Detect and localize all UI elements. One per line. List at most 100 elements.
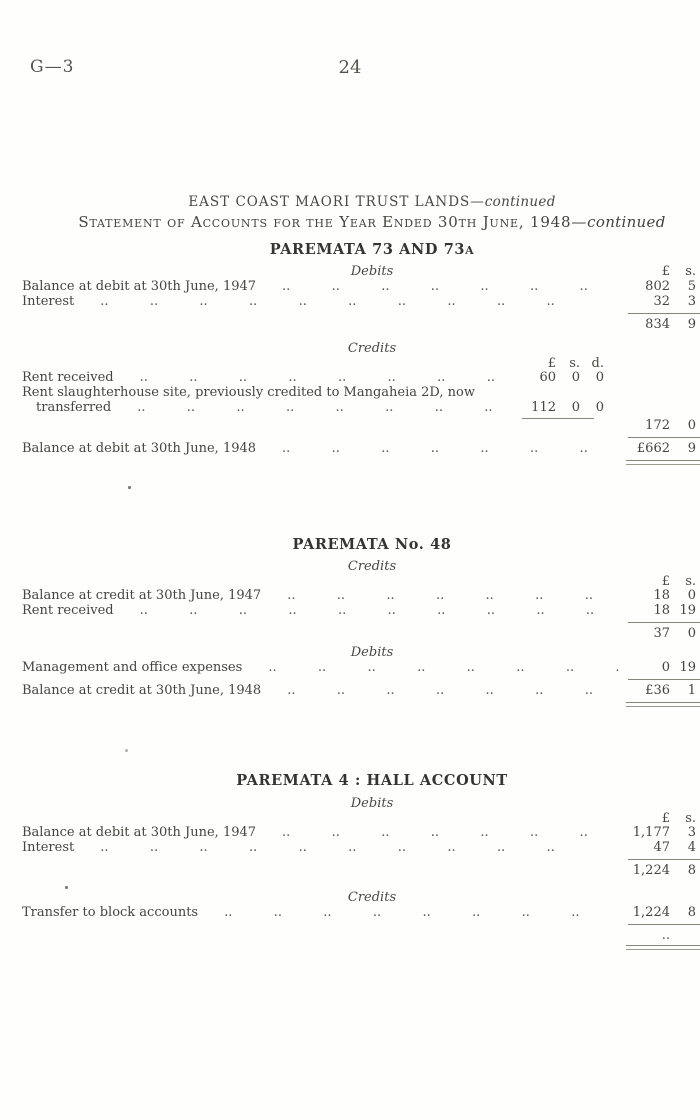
amount-pence: 0 (696, 863, 700, 878)
balance-rule (628, 437, 700, 438)
dot-leaders (114, 603, 618, 618)
amount-shillings: 5 (687, 279, 696, 294)
amount-shillings: 0 (687, 418, 696, 433)
row-label: Rent received (22, 603, 114, 618)
amount-shillings: 8 (687, 905, 696, 920)
balance-rule (628, 924, 700, 925)
total-rule (628, 859, 700, 860)
document-reference: G—3 (30, 57, 75, 77)
amount-shillings: 0 (687, 626, 696, 641)
credits-label: Credits (347, 341, 397, 356)
shillings-header: s. (685, 264, 696, 279)
section-paremata-4-hall: PAREMATA 4 : HALL ACCOUNT Debits £ s.d. B… (22, 773, 700, 950)
shillings-header: s. (569, 356, 580, 371)
amount-pence: 0 (595, 400, 604, 415)
scan-speck (65, 886, 68, 889)
amount: 37 01 (618, 626, 700, 641)
page-header: G—3 24 (0, 57, 700, 82)
dot-leaders (242, 660, 618, 675)
amount-shillings: 4 (687, 840, 696, 855)
statement-body: EAST COAST MAORI TRUST LANDS—continued S… (0, 195, 700, 950)
empty-amount-leaders: .. (661, 928, 670, 943)
amount-shillings: 9 (687, 441, 696, 456)
amount-pounds: 32 (653, 294, 670, 309)
amount-pounds: 1,177 (632, 825, 670, 840)
inner-total-rule (522, 418, 594, 419)
amount-pounds: 60 (539, 370, 556, 385)
credits-header-row: Credits (22, 559, 700, 574)
amount-pounds: 802 (645, 279, 670, 294)
currency-header: £ s.d. (22, 574, 700, 589)
row-label: Rent slaughterhouse site, previously cre… (22, 385, 475, 400)
amount: 18 196 (618, 603, 700, 618)
closing-double-rule (626, 460, 700, 465)
amount: 802 58 (618, 279, 700, 294)
amount: £662 90 (618, 441, 700, 456)
debits-label: Debits (350, 264, 394, 279)
ledger-row: Balance at debit at 30th June, 1947 802 5… (22, 279, 700, 294)
total-rule (628, 622, 700, 623)
amount-pence: 6 (696, 603, 700, 618)
ledger-row: Transfer to block accounts 1,224 80 (22, 905, 700, 920)
amount-pounds: 47 (653, 840, 670, 855)
credits-label: Credits (347, 890, 397, 905)
ledger-row: Management and office expenses 0190 (22, 660, 700, 675)
amount: 47 42 (618, 840, 700, 855)
pounds-header: £ (661, 264, 670, 279)
debits-label: Debits (350, 796, 394, 811)
balance-row: Balance at debit at 30th June, 1948 £662… (22, 441, 700, 456)
account-heading-text: PAREMATA 4 : HALL ACCOUNT (236, 772, 508, 789)
row-label: Balance at credit at 30th June, 1947 (22, 588, 262, 603)
pence-header: d. (591, 356, 604, 371)
amount-shillings: 9 (687, 317, 696, 332)
amount-pounds: 0 (661, 660, 670, 675)
amount-pence: 8 (696, 279, 700, 294)
amount-shillings: 8 (687, 863, 696, 878)
amount: 1,224 80 (618, 863, 700, 878)
currency-header-inner: £ s. d. (22, 356, 700, 371)
pounds-header: £ (661, 811, 670, 826)
title-line1-text: EAST COAST MAORI TRUST LANDS— (188, 194, 485, 210)
amount: .. (618, 928, 700, 943)
section-paremata-48: PAREMATA No. 48 Credits £ s.d. Balance at… (22, 537, 700, 707)
amount-pounds: 172 (645, 418, 670, 433)
row-label: Balance at debit at 30th June, 1948 (22, 441, 257, 456)
row-label: Rent received (22, 370, 114, 385)
ledger-row: Rent received 60 00 (22, 370, 700, 385)
page-number: 24 (338, 57, 362, 78)
amount-shillings: 0 (687, 588, 696, 603)
amount: £36 11 (618, 683, 700, 698)
dot-leaders (198, 905, 618, 920)
balance-row: Balance at credit at 30th June, 1948 £36… (22, 683, 700, 698)
empty-balance-row: .. (22, 928, 700, 943)
shillings-header: s. (685, 811, 696, 826)
currency-header: £ s.d. (22, 811, 700, 826)
closing-double-rule (626, 702, 700, 707)
debits-header-row: Debits (22, 645, 700, 660)
title-line1-continued: continued (484, 194, 556, 210)
total-rule (628, 313, 700, 314)
amount: 1807 (618, 588, 700, 603)
row-label: Balance at credit at 30th June, 1948 (22, 683, 262, 698)
amount-pence: 2 (696, 840, 700, 855)
amount: 1,177 310 (618, 825, 700, 840)
dot-leaders (261, 683, 618, 698)
title-line2-continued: continued (587, 213, 666, 231)
statement-title-line1: EAST COAST MAORI TRUST LANDS—continued (22, 195, 700, 213)
amount: 834 90 (618, 317, 700, 332)
amount-pounds: 18 (653, 603, 670, 618)
row-label: Balance at debit at 30th June, 1947 (22, 279, 257, 294)
dot-leaders (256, 441, 618, 456)
amount-pounds: 1,224 (632, 905, 670, 920)
account-heading-suffix: A (465, 244, 475, 257)
amount-pence: 1 (696, 626, 700, 641)
statement-title-line2: Statement of Accounts for the Year Ended… (22, 215, 700, 239)
ledger-row: Interest 32 34 (22, 294, 700, 309)
amount-pence: 7 (696, 588, 700, 603)
amount: 60 0 0 (510, 370, 604, 385)
amount-shillings: 0 (571, 370, 580, 385)
closing-double-rule (626, 945, 700, 950)
ledger-row: Balance at debit at 30th June, 1947 1,17… (22, 825, 700, 840)
balance-rule (628, 679, 700, 680)
